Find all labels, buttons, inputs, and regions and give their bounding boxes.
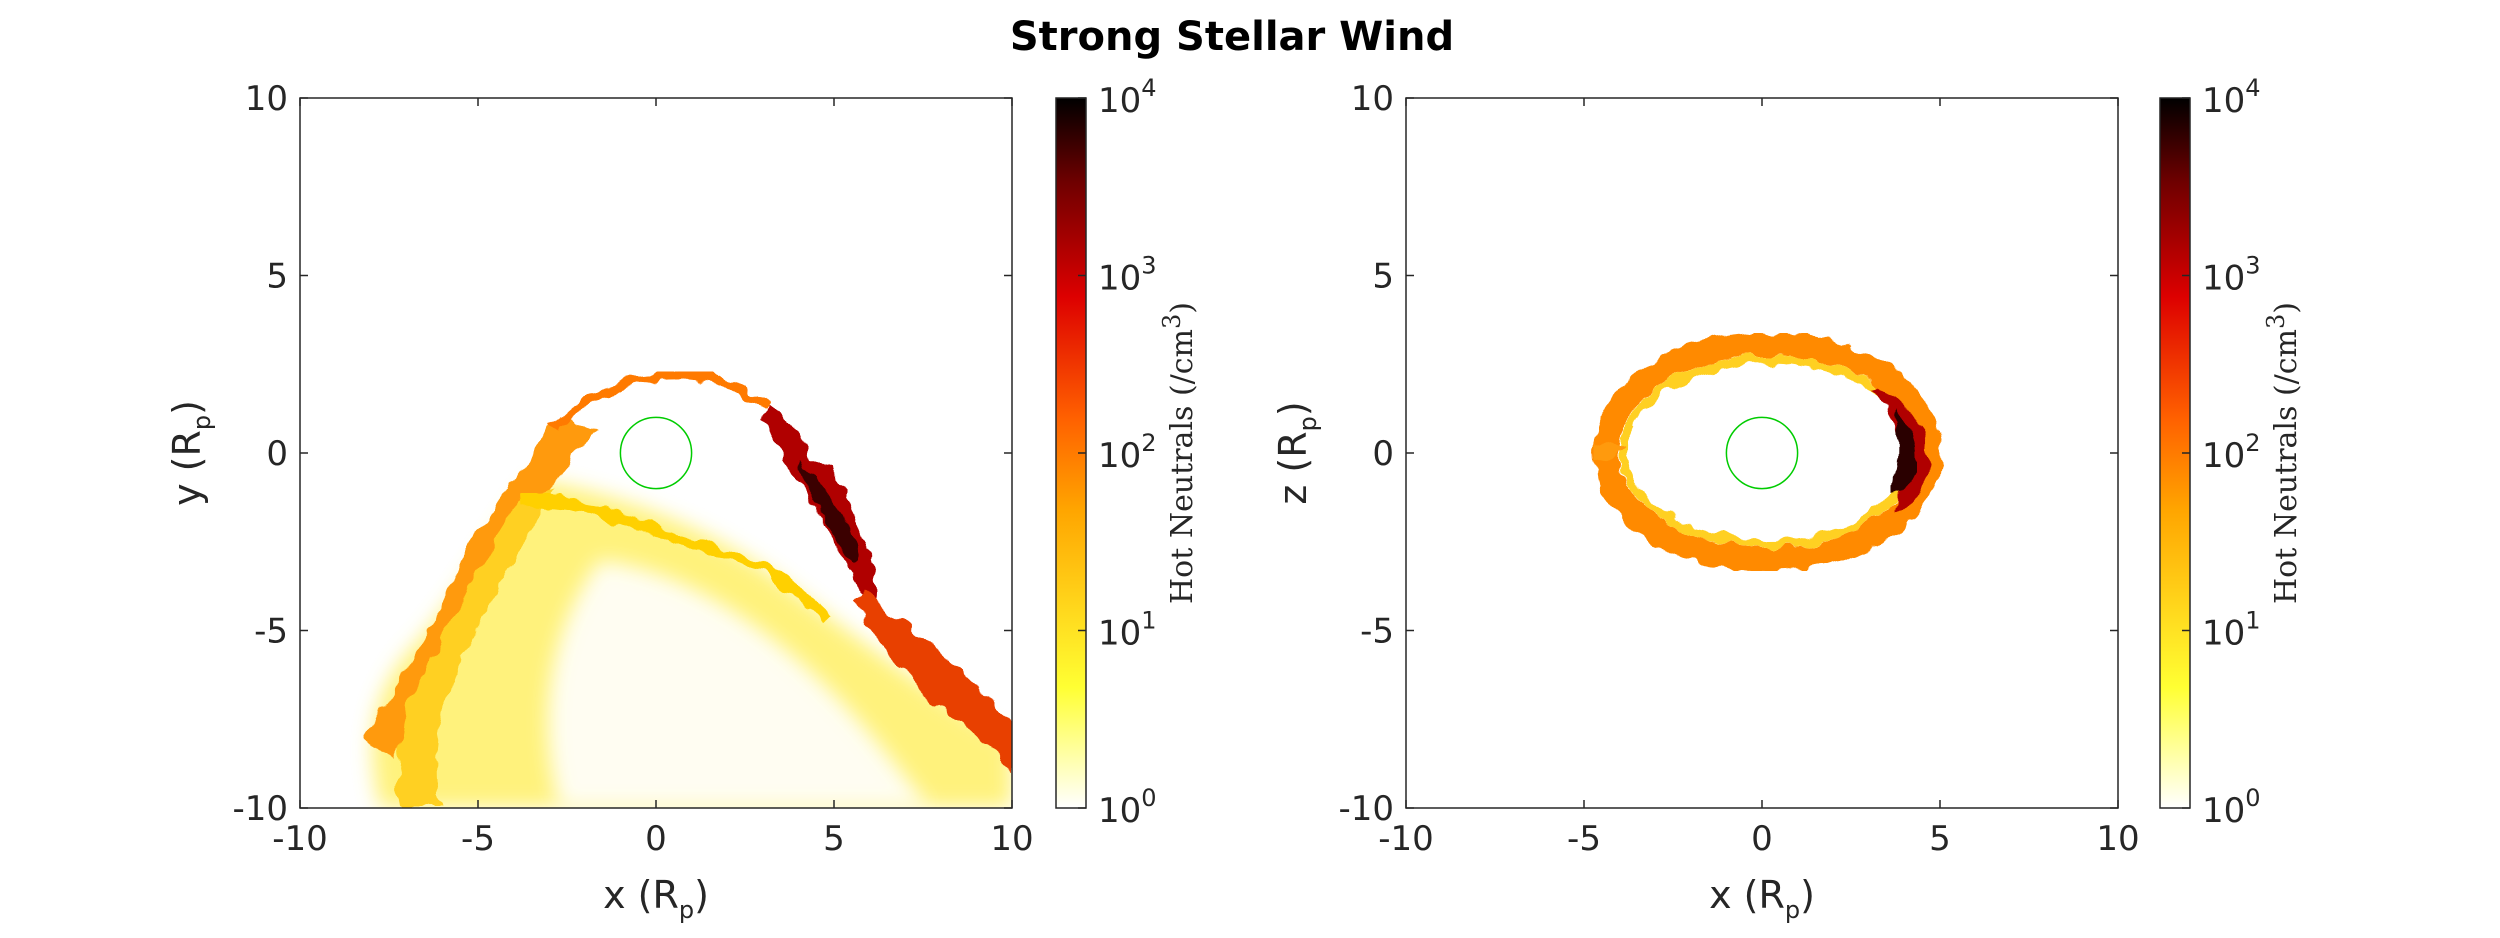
- x-tick-label: 10: [990, 819, 1033, 859]
- y-tick-label: -10: [232, 789, 288, 829]
- colorbar-label-xz: Hot Neutrals (/cm3): [2262, 302, 2304, 604]
- y-tick-label: 10: [1351, 79, 1394, 119]
- ring-outer-xz: [1594, 332, 1942, 572]
- colorbar-tick-label: 104: [2202, 74, 2261, 121]
- colorbar-ticks-xy: 100 101 102 103 104: [1078, 74, 1157, 831]
- right-flank-lower-xy: [855, 590, 1012, 770]
- x-axis-label-xy: x (Rp): [603, 873, 709, 924]
- colorbar-tick-label: 102: [1098, 429, 1157, 476]
- heatmap-xz: [1594, 332, 1942, 572]
- x-tick-label: 5: [1929, 819, 1951, 859]
- x-tick-label: 0: [645, 819, 667, 859]
- colorbar-tick-label: 101: [1098, 607, 1157, 654]
- colorbar-tick-label: 100: [1098, 784, 1157, 831]
- y-axis-label-xy: y (Rp): [165, 400, 216, 506]
- dense-core-xz: [1892, 410, 1916, 492]
- figure-title: Strong Stellar Wind: [1010, 14, 1454, 60]
- ring-inner-xz: [1619, 356, 1917, 548]
- y-axis-label-xz: z (Rp): [1271, 401, 1322, 504]
- planet-xz: [1725, 416, 1799, 490]
- x-tick-label: -5: [461, 819, 495, 859]
- bow-shock-arc-xy: [551, 369, 768, 433]
- left-flank-yellow-xy: [398, 490, 555, 808]
- right-flank-core-xy: [800, 460, 859, 562]
- y-tick-label: 0: [266, 434, 288, 474]
- left-cusp-xz: [1595, 440, 1625, 462]
- y-tick-label: 0: [1372, 434, 1394, 474]
- y-ticks-xy: -10 -5 0 5 10: [232, 79, 1012, 829]
- y-tick-label: 5: [1372, 257, 1394, 297]
- colorbar-tick-label: 100: [2202, 784, 2261, 831]
- colorbar-tick-label: 103: [1098, 252, 1157, 299]
- dense-patch-xz: [1870, 385, 1930, 515]
- panel-xz: -10 -5 0 5 10 -10 -5 0 5 10 x (Rp) z (Rp) 100 101…: [1271, 74, 2304, 924]
- x-tick-label: 5: [823, 819, 845, 859]
- axes-frame-xz: [1405, 97, 2119, 809]
- inner-band-xy: [519, 494, 834, 624]
- x-tick-label: 10: [2096, 819, 2139, 859]
- colorbar-ticks-xz: 100 101 102 103 104: [2182, 74, 2261, 831]
- heatmap-xy: [365, 369, 1012, 808]
- colorbar-tick-label: 102: [2202, 429, 2261, 476]
- y-tick-label: -5: [254, 612, 288, 652]
- x-tick-label: -5: [1567, 819, 1601, 859]
- x-ticks-xz: -10 -5 0 5 10: [1378, 98, 2140, 859]
- y-tick-label: -10: [1338, 789, 1394, 829]
- x-tick-label: -10: [1378, 819, 1434, 859]
- colorbar-tick-label: 101: [2202, 607, 2261, 654]
- planet-xy: [619, 416, 693, 490]
- y-tick-label: 10: [245, 79, 288, 119]
- colorbar-label-xy: Hot Neutrals (/cm3): [1158, 302, 1200, 604]
- x-axis-label-xz: x (Rp): [1709, 873, 1815, 924]
- x-tick-label: 0: [1751, 819, 1773, 859]
- y-tick-label: 5: [266, 257, 288, 297]
- tail-white-core-xy: [548, 560, 930, 808]
- colorbar-tick-label: 104: [1098, 74, 1157, 121]
- y-ticks-xz: -10 -5 0 5 10: [1338, 79, 2118, 829]
- panel-xy: -10 -5 0 5 10 -10 -5 0 5 10 x (Rp) y (Rp) 100 101…: [165, 74, 1200, 924]
- colorbar-tick-label: 103: [2202, 252, 2261, 299]
- x-tick-label: -10: [272, 819, 328, 859]
- x-ticks-xy: -10 -5 0 5 10: [272, 98, 1034, 859]
- y-tick-label: -5: [1360, 612, 1394, 652]
